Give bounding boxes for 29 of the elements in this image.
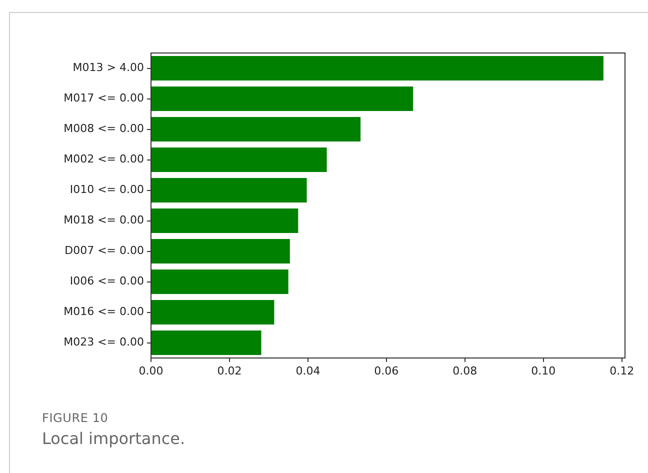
x-tick-label: 0.04 [296,364,320,378]
x-tick-label: 0.06 [374,364,399,378]
bar [152,56,604,80]
bar [152,178,307,202]
bar [152,86,414,111]
caption: FIGURE 10 [42,411,110,425]
x-tick-label: 0.10 [531,364,556,378]
y-tick-label: M018 <= 0.00 [64,214,144,227]
bar [152,330,262,355]
x-tick-label: 0.12 [610,364,634,378]
bar [152,117,361,142]
x-tick-label: 0.02 [217,364,242,378]
x-tick-label: 0.00 [138,364,164,378]
text: Local importance. [42,429,186,448]
x-tick-label: 0.08 [452,364,478,378]
bar [152,148,327,172]
y-tick-label: M002 <= 0.00 [64,152,144,166]
y-tick-label: M008 <= 0.00 [64,122,144,136]
y-tick-label: M023 <= 0.00 [64,336,144,349]
y-tick-label: M013 > 4.00 [72,61,144,74]
bar [152,239,290,264]
y-tick-label: I006 <= 0.00 [70,274,144,288]
y-tick-label: I010 <= 0.00 [70,183,144,196]
y-tick-label: M017 <= 0.00 [64,92,144,105]
y-tick-label: D007 <= 0.00 [64,244,144,258]
bar [152,300,274,324]
bar [152,270,288,294]
bar [152,208,298,233]
y-tick-label: M016 <= 0.00 [64,305,144,318]
